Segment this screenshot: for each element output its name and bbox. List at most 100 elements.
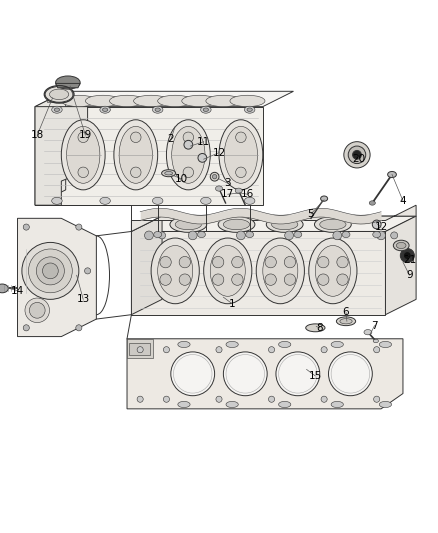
Ellipse shape xyxy=(266,216,303,232)
Ellipse shape xyxy=(226,342,238,348)
Ellipse shape xyxy=(170,216,207,232)
Polygon shape xyxy=(35,91,293,107)
Circle shape xyxy=(145,231,153,240)
Ellipse shape xyxy=(246,231,254,238)
Circle shape xyxy=(159,232,166,239)
Text: 15: 15 xyxy=(309,371,322,381)
Circle shape xyxy=(76,325,82,331)
Ellipse shape xyxy=(158,95,193,107)
Circle shape xyxy=(23,224,29,230)
Ellipse shape xyxy=(379,401,392,408)
Ellipse shape xyxy=(223,219,250,230)
Ellipse shape xyxy=(154,231,162,238)
Text: 1: 1 xyxy=(229,298,236,309)
Ellipse shape xyxy=(175,219,201,230)
Ellipse shape xyxy=(102,108,108,111)
Circle shape xyxy=(268,346,275,353)
Circle shape xyxy=(403,252,411,260)
Text: 7: 7 xyxy=(371,321,378,330)
Ellipse shape xyxy=(151,238,199,304)
Ellipse shape xyxy=(198,231,205,238)
Ellipse shape xyxy=(279,401,291,408)
Circle shape xyxy=(236,167,246,177)
Circle shape xyxy=(237,231,245,240)
Ellipse shape xyxy=(166,120,210,190)
Text: 9: 9 xyxy=(406,270,413,280)
Circle shape xyxy=(284,256,296,268)
Text: 14: 14 xyxy=(11,286,24,296)
Circle shape xyxy=(188,231,197,240)
Ellipse shape xyxy=(67,126,100,183)
Ellipse shape xyxy=(49,89,69,100)
Ellipse shape xyxy=(272,219,298,230)
Ellipse shape xyxy=(178,401,190,408)
Circle shape xyxy=(212,174,217,179)
Circle shape xyxy=(179,274,191,285)
Circle shape xyxy=(78,132,88,142)
Circle shape xyxy=(232,256,243,268)
Circle shape xyxy=(265,274,276,285)
Circle shape xyxy=(374,396,380,402)
Circle shape xyxy=(78,167,88,177)
Ellipse shape xyxy=(100,197,110,204)
Ellipse shape xyxy=(315,246,350,296)
Circle shape xyxy=(22,243,79,300)
Circle shape xyxy=(337,274,348,285)
Ellipse shape xyxy=(215,186,223,191)
Polygon shape xyxy=(131,231,385,314)
Circle shape xyxy=(276,352,320,395)
Circle shape xyxy=(216,396,222,402)
Ellipse shape xyxy=(369,201,375,205)
Circle shape xyxy=(36,257,64,285)
Ellipse shape xyxy=(342,231,350,238)
Text: 4: 4 xyxy=(399,196,406,206)
Text: 11: 11 xyxy=(197,136,210,147)
Circle shape xyxy=(76,224,82,230)
Circle shape xyxy=(25,298,49,322)
Ellipse shape xyxy=(256,238,304,304)
Polygon shape xyxy=(35,107,263,205)
Ellipse shape xyxy=(320,219,346,230)
Ellipse shape xyxy=(100,106,110,113)
Text: 19: 19 xyxy=(79,130,92,140)
Ellipse shape xyxy=(224,126,258,183)
Polygon shape xyxy=(131,216,416,231)
Polygon shape xyxy=(385,216,416,314)
Circle shape xyxy=(400,248,414,263)
Circle shape xyxy=(212,274,224,285)
Ellipse shape xyxy=(230,95,265,107)
Circle shape xyxy=(236,132,246,142)
Polygon shape xyxy=(127,339,403,409)
Circle shape xyxy=(353,150,361,159)
Ellipse shape xyxy=(321,196,328,201)
Text: 3: 3 xyxy=(224,178,231,188)
Circle shape xyxy=(137,396,143,402)
Circle shape xyxy=(337,256,348,268)
Text: 12: 12 xyxy=(374,222,388,232)
Ellipse shape xyxy=(201,197,211,204)
Polygon shape xyxy=(35,91,66,205)
Ellipse shape xyxy=(263,246,298,296)
Ellipse shape xyxy=(85,95,120,107)
Ellipse shape xyxy=(306,324,325,332)
Circle shape xyxy=(85,268,91,274)
Circle shape xyxy=(344,142,370,168)
Circle shape xyxy=(321,396,327,402)
Ellipse shape xyxy=(172,126,205,183)
Ellipse shape xyxy=(218,216,255,232)
Circle shape xyxy=(171,352,215,395)
Ellipse shape xyxy=(152,106,163,113)
Ellipse shape xyxy=(206,95,241,107)
Text: 12: 12 xyxy=(212,148,226,158)
Ellipse shape xyxy=(165,172,173,175)
Ellipse shape xyxy=(364,329,372,335)
Ellipse shape xyxy=(379,342,392,348)
Ellipse shape xyxy=(61,95,96,107)
Circle shape xyxy=(318,274,329,285)
Ellipse shape xyxy=(388,172,396,177)
Polygon shape xyxy=(127,339,153,359)
Circle shape xyxy=(198,154,207,162)
Ellipse shape xyxy=(162,169,176,177)
Circle shape xyxy=(318,256,329,268)
Ellipse shape xyxy=(393,240,409,251)
